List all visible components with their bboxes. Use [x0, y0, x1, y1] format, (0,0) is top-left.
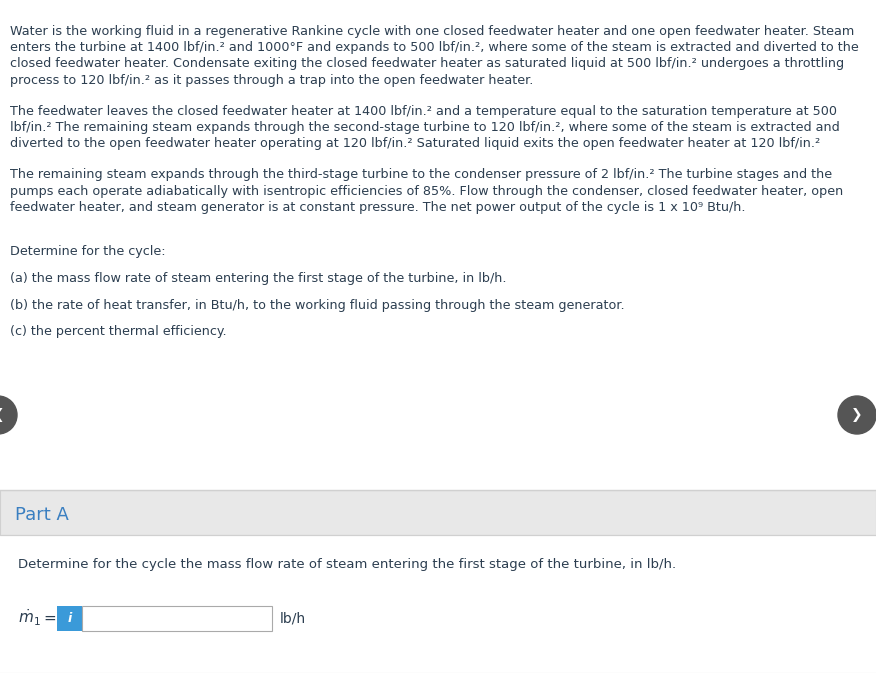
Text: Determine for the cycle:: Determine for the cycle: [10, 246, 166, 258]
Circle shape [0, 396, 17, 434]
Text: i: i [67, 612, 72, 625]
FancyBboxPatch shape [57, 606, 82, 631]
Text: feedwater heater, and steam generator is at constant pressure. The net power out: feedwater heater, and steam generator is… [10, 201, 745, 214]
Text: closed feedwater heater. Condensate exiting the closed feedwater heater as satur: closed feedwater heater. Condensate exit… [10, 57, 844, 71]
Text: enters the turbine at 1400 lbf/in.² and 1000°F and expands to 500 lbf/in.², wher: enters the turbine at 1400 lbf/in.² and … [10, 41, 858, 54]
FancyBboxPatch shape [0, 490, 876, 535]
Text: lb/h: lb/h [280, 611, 306, 625]
Text: Water is the working fluid in a regenerative Rankine cycle with one closed feedw: Water is the working fluid in a regenera… [10, 24, 854, 38]
Text: lbf/in.² The remaining steam expands through the second-stage turbine to 120 lbf: lbf/in.² The remaining steam expands thr… [10, 121, 840, 134]
Circle shape [838, 396, 876, 434]
Text: The feedwater leaves the closed feedwater heater at 1400 lbf/in.² and a temperat: The feedwater leaves the closed feedwate… [10, 104, 837, 118]
Text: (a) the mass flow rate of steam entering the first stage of the turbine, in lb/h: (a) the mass flow rate of steam entering… [10, 272, 506, 285]
Text: pumps each operate adiabatically with isentropic efficiencies of 85%. Flow throu: pumps each operate adiabatically with is… [10, 184, 844, 197]
Text: =: = [43, 610, 56, 625]
Text: Part A: Part A [15, 506, 69, 524]
Text: (b) the rate of heat transfer, in Btu/h, to the working fluid passing through th: (b) the rate of heat transfer, in Btu/h,… [10, 299, 625, 312]
Text: Determine for the cycle the mass flow rate of steam entering the first stage of : Determine for the cycle the mass flow ra… [18, 558, 676, 571]
Text: ❮: ❮ [0, 408, 4, 422]
Text: ❯: ❯ [851, 408, 863, 422]
Text: diverted to the open feedwater heater operating at 120 lbf/in.² Saturated liquid: diverted to the open feedwater heater op… [10, 137, 820, 151]
FancyBboxPatch shape [82, 606, 272, 631]
Text: $\dot{m}_1$: $\dot{m}_1$ [18, 608, 40, 629]
Text: process to 120 lbf/in.² as it passes through a trap into the open feedwater heat: process to 120 lbf/in.² as it passes thr… [10, 74, 533, 87]
Text: The remaining steam expands through the third-stage turbine to the condenser pre: The remaining steam expands through the … [10, 168, 832, 181]
Text: (c) the percent thermal efficiency.: (c) the percent thermal efficiency. [10, 325, 227, 338]
